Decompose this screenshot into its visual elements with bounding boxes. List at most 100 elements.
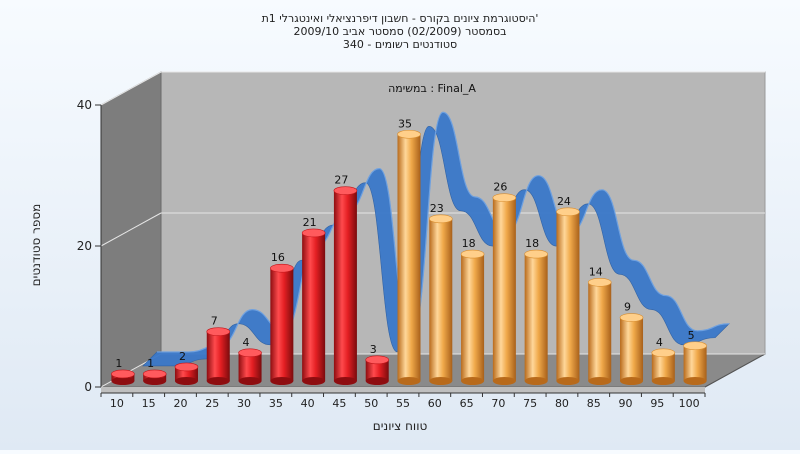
bar-35 — [270, 263, 294, 385]
bar-top — [651, 348, 676, 358]
bar-base — [111, 377, 135, 385]
bar-25 — [206, 327, 231, 385]
bar-50 — [365, 355, 390, 385]
bar-base — [143, 377, 167, 385]
bar-top — [111, 369, 135, 379]
bar-45 — [333, 186, 358, 385]
data-label-95: 4 — [656, 336, 663, 349]
data-label-50: 3 — [370, 343, 377, 356]
data-label-75: 18 — [525, 237, 539, 250]
bar-55 — [397, 129, 421, 385]
bar-body — [302, 232, 326, 381]
y-axis-label: מספר סטודנטים — [29, 204, 43, 287]
chart-title-line-3: סטודנטים רשומים - 340 — [343, 38, 457, 51]
bar-base — [524, 377, 548, 385]
bar-top — [556, 207, 580, 217]
bar-30 — [238, 348, 262, 385]
bar-body — [238, 352, 262, 381]
data-label-90: 9 — [624, 301, 631, 314]
bar-body — [365, 359, 389, 381]
trend-ribbon-highlight — [156, 111, 730, 353]
bar-base — [302, 377, 326, 385]
bar-top — [270, 263, 294, 273]
data-label-100: 5 — [688, 329, 695, 342]
bar-base — [429, 377, 453, 385]
bar-body — [556, 211, 580, 381]
bar-top — [428, 214, 453, 224]
data-label-45: 27 — [334, 174, 348, 187]
bar-base — [206, 377, 230, 385]
bar-base — [651, 377, 675, 385]
bar-65 — [460, 249, 485, 385]
bar-90 — [619, 313, 644, 385]
data-label-65: 18 — [462, 237, 476, 250]
bar-top — [365, 355, 390, 365]
chart-title-line-1: היסטוגרמת ציונים בקורס - חשבון דיפרנציאל… — [262, 12, 539, 25]
x-tick-label-30: 30 — [237, 397, 251, 410]
bar-body — [270, 268, 294, 381]
bar-body — [461, 254, 485, 381]
bar-body — [651, 352, 675, 381]
bar-10 — [111, 369, 135, 385]
x-tick-label-40: 40 — [301, 397, 315, 410]
bar-base — [556, 377, 580, 385]
bar-85 — [587, 277, 612, 385]
bar-body — [620, 317, 644, 381]
bar-95 — [651, 348, 676, 385]
x-tick-label-80: 80 — [555, 397, 569, 410]
bar-body — [333, 190, 357, 381]
data-label-10: 1 — [115, 357, 122, 370]
bar-top — [460, 249, 485, 259]
data-label-80: 24 — [557, 195, 571, 208]
bar-top — [492, 193, 517, 202]
bar-80 — [556, 207, 580, 385]
data-label-15: 1 — [147, 357, 154, 370]
bar-body — [206, 331, 230, 381]
bar-body — [683, 345, 707, 381]
bar-top — [397, 129, 421, 139]
bar-top — [524, 249, 548, 259]
x-tick-label-10: 10 — [110, 397, 124, 410]
bar-base — [588, 377, 612, 385]
bar-body — [588, 282, 612, 381]
data-label-20: 2 — [179, 350, 186, 363]
bar-base — [270, 377, 294, 385]
grid-side-40 — [100, 71, 162, 106]
bar-15 — [142, 369, 167, 385]
y-tick-label-40: 40 — [77, 98, 92, 112]
bar-base — [333, 377, 357, 385]
bar-100 — [683, 341, 707, 385]
bar-base — [397, 377, 421, 385]
y-tick-label-20: 20 — [77, 239, 92, 253]
data-label-55: 35 — [398, 117, 412, 130]
x-tick-label-65: 65 — [460, 397, 474, 410]
bar-top — [683, 341, 707, 351]
bar-top — [142, 369, 167, 379]
bar-base — [174, 377, 198, 385]
x-tick-label-70: 70 — [491, 397, 505, 410]
bar-base — [365, 377, 389, 385]
x-tick-label-45: 45 — [332, 397, 346, 410]
bar-base — [238, 377, 262, 385]
bar-top — [174, 362, 199, 372]
chart-annotation: במשימה : Final_A — [388, 82, 476, 95]
x-tick-label-55: 55 — [396, 397, 410, 410]
data-label-30: 4 — [243, 336, 250, 349]
bar-top — [333, 186, 358, 195]
x-tick-label-20: 20 — [173, 397, 187, 410]
bar-body — [492, 197, 516, 381]
floor-right-edge — [704, 353, 766, 388]
data-label-70: 26 — [493, 181, 507, 194]
y-tick-label-0: 0 — [84, 380, 92, 394]
bar-40 — [301, 228, 326, 385]
bar-75 — [524, 249, 548, 385]
x-tick-label-35: 35 — [269, 397, 283, 410]
data-label-85: 14 — [589, 265, 603, 278]
x-tick-label-85: 85 — [587, 397, 601, 410]
bar-top — [619, 313, 644, 322]
bar-body — [429, 218, 453, 381]
x-tick-label-100: 100 — [679, 397, 700, 410]
